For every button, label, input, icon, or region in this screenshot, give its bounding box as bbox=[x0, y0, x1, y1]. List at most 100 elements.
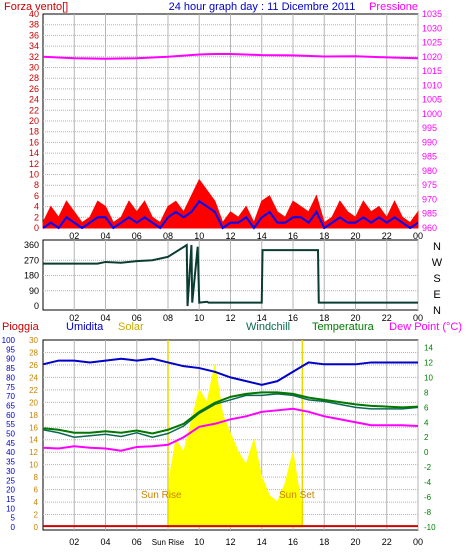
wind-speed-tick: 6 bbox=[34, 191, 39, 201]
temperature-tick: 2 bbox=[424, 433, 429, 442]
wind-speed-tick: 22 bbox=[29, 105, 39, 115]
wind-speed-tick: 26 bbox=[29, 84, 39, 94]
humidity-tick: 85 bbox=[6, 364, 15, 373]
sunset-label: Sun Set bbox=[279, 490, 315, 501]
wind-speed-tick: 16 bbox=[29, 137, 39, 147]
humidity-tick: 25 bbox=[6, 476, 15, 485]
pressure-tick: 1020 bbox=[422, 52, 442, 62]
average-wind-line bbox=[42, 199, 419, 230]
pressure-tick: 975 bbox=[422, 180, 437, 190]
pressure-tick: 970 bbox=[422, 194, 437, 204]
x-tick-label: 20 bbox=[350, 537, 360, 547]
temperature-tick: -10 bbox=[424, 523, 436, 532]
solar-tick: 6 bbox=[34, 486, 39, 495]
pressure-tick: 1035 bbox=[422, 9, 442, 19]
rain-title: Pioggia bbox=[2, 321, 40, 333]
temperature-line bbox=[42, 391, 419, 435]
humidity-tick: 55 bbox=[6, 420, 15, 429]
humidity-tick: 80 bbox=[6, 373, 15, 382]
x-tick-label: 00 bbox=[413, 537, 423, 547]
compass-south: S bbox=[433, 273, 440, 285]
solar-tick: 30 bbox=[29, 336, 38, 345]
humidity-tick: 30 bbox=[6, 467, 15, 476]
x-tick-label: 04 bbox=[100, 231, 110, 241]
wind-time-axis: 02 04 06 08 10 12 14 16 18 20 22 00 bbox=[69, 231, 423, 241]
temperature-title: Temperatura bbox=[312, 321, 375, 333]
direction-series bbox=[43, 243, 418, 307]
compass-north-bottom: N bbox=[433, 305, 441, 317]
humidity-tick: 50 bbox=[6, 430, 15, 439]
pressure-tick: 1015 bbox=[422, 66, 442, 76]
dewpoint-title: Dew Point (°C) bbox=[389, 321, 462, 333]
pressure-tick: 1030 bbox=[422, 23, 442, 33]
direction-tick: 270 bbox=[24, 255, 39, 265]
x-tick-label: 06 bbox=[132, 537, 142, 547]
wind-speed-tick: 4 bbox=[34, 202, 39, 212]
solar-tick: 20 bbox=[29, 398, 38, 407]
graph-date-title: 24 hour graph day : 11 Dicembre 2011 bbox=[169, 1, 356, 13]
pressure-tick: 1025 bbox=[422, 38, 442, 48]
direction-tick: 90 bbox=[29, 286, 39, 296]
x-tick-label: 12 bbox=[225, 231, 235, 241]
wind-speed-tick: 10 bbox=[29, 170, 39, 180]
x-tick-label: 16 bbox=[288, 313, 298, 323]
solar-tick: 12 bbox=[29, 448, 38, 457]
temperature-tick: -6 bbox=[424, 493, 432, 502]
x-tick-label: 00 bbox=[413, 231, 423, 241]
x-tick-label: 22 bbox=[382, 231, 392, 241]
wind-speed-tick: 36 bbox=[29, 30, 39, 40]
compass-east: E bbox=[433, 289, 440, 301]
wind-speed-tick: 2 bbox=[34, 212, 39, 222]
pressure-tick: 990 bbox=[422, 137, 437, 147]
humidity-tick: 90 bbox=[6, 355, 15, 364]
x-tick-label: 08 bbox=[163, 313, 173, 323]
wind-speed-tick: 24 bbox=[29, 95, 39, 105]
x-tick-label: 22 bbox=[382, 313, 392, 323]
x-tick-label: 14 bbox=[257, 313, 267, 323]
temperature-tick: 4 bbox=[424, 418, 429, 427]
windchill-title: Windchill bbox=[246, 321, 290, 333]
direction-tick: 0 bbox=[34, 301, 39, 311]
humidity-tick: 45 bbox=[6, 439, 15, 448]
x-tick-label: 04 bbox=[100, 313, 110, 323]
wind-speed-tick: 0 bbox=[34, 223, 39, 233]
x-tick-label: 20 bbox=[350, 231, 360, 241]
direction-line bbox=[43, 243, 418, 307]
pressure-tick: 1005 bbox=[422, 95, 442, 105]
direction-axis: 0 90 180 270 360 bbox=[24, 240, 39, 311]
humidity-tick: 0 bbox=[11, 523, 16, 532]
wind-speed-tick: 32 bbox=[29, 52, 39, 62]
weather-series bbox=[42, 340, 419, 528]
gust-series-area bbox=[42, 178, 419, 229]
x-tick-label: 10 bbox=[194, 537, 204, 547]
windchill-line bbox=[42, 393, 419, 439]
dewpoint-line bbox=[42, 407, 419, 452]
wind-speed-tick: 38 bbox=[29, 20, 39, 30]
solar-tick: 22 bbox=[29, 386, 38, 395]
solar-tick: 10 bbox=[29, 461, 38, 470]
humidity-tick: 70 bbox=[6, 392, 15, 401]
humidity-tick: 40 bbox=[6, 448, 15, 457]
temperature-tick: 8 bbox=[424, 388, 429, 397]
temperature-axis: -10 -8 -6 -4 -2 0 2 4 6 8 10 12 14 bbox=[424, 343, 436, 532]
x-tick-label: 02 bbox=[69, 231, 79, 241]
temperature-tick: 10 bbox=[424, 373, 433, 382]
wind-speed-tick: 28 bbox=[29, 73, 39, 83]
x-tick-label: 04 bbox=[100, 537, 110, 547]
wind-speed-tick: 12 bbox=[29, 159, 39, 169]
wind-speed-tick: 40 bbox=[29, 9, 39, 19]
wind-speed-tick: 14 bbox=[29, 148, 39, 158]
x-tick-label: 06 bbox=[132, 313, 142, 323]
x-tick-label: 00 bbox=[413, 313, 423, 323]
sunrise-label: Sun Rise bbox=[141, 490, 182, 501]
wind-speed-tick: 20 bbox=[29, 116, 39, 126]
solar-tick: 28 bbox=[29, 348, 38, 357]
x-tick-label: 14 bbox=[257, 231, 267, 241]
x-tick-label: 02 bbox=[69, 537, 79, 547]
pressure-tick: 1010 bbox=[422, 80, 442, 90]
solar-tick: 0 bbox=[34, 523, 39, 532]
wind-speed-tick: 18 bbox=[29, 127, 39, 137]
